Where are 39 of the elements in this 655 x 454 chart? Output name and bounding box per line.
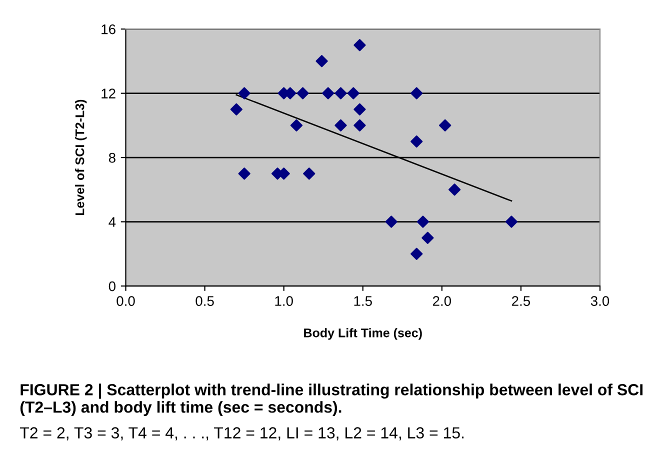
y-tick-label: 12 [102,88,116,98]
point [230,103,242,116]
point [410,87,423,100]
x-tick-label: 2.5 [512,296,530,306]
point [448,184,461,196]
y-tick-label: 8 [108,152,116,163]
point [334,119,347,132]
y-axis-title: Level of SCI (T2-L3) [75,100,87,216]
x-axis-title: Body Lift Time (sec) [304,328,422,340]
caption: FIGURE 2 | Scatterplot with trend-line illustrating relationship between level of SCI (T2–L3) and body lift time (sec = seconds). [20,384,643,416]
x-tick-label: 0.5 [196,296,214,306]
point [354,39,366,52]
point [322,87,334,100]
point [410,135,423,148]
x-tick-label: 1.5 [354,296,372,306]
point [416,216,430,228]
point [505,216,518,228]
point [290,119,303,132]
x-tick-label: 3.0 [590,296,610,306]
point [334,87,347,100]
point [354,103,366,116]
x-tick-label: 2.0 [432,296,452,306]
point [354,119,366,132]
point [238,87,250,100]
point [410,248,423,260]
y-tick-label: 0 [108,281,116,292]
point [316,55,328,68]
point [238,168,250,180]
point [385,216,398,228]
point [296,87,309,100]
point [347,87,360,100]
y-tick-label: 16 [102,24,116,34]
point [303,168,316,180]
y-tick-label: 4 [108,217,116,227]
point [422,232,434,244]
x-tick-label: 0.0 [116,296,135,306]
text: T2 = 2, T3 = 3, T4 = 4, . . ., T12 = 12, LI = 13, L2 = 14, L3 = 15. [20,427,464,440]
point [438,119,452,132]
x-tick-label: 1.0 [275,296,293,306]
